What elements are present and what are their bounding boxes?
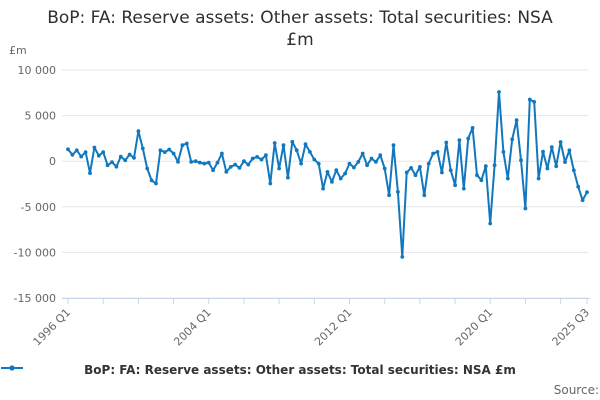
svg-text:2020 Q1: 2020 Q1: [453, 306, 496, 349]
y-axis-unit-label: £m: [9, 44, 27, 57]
legend[interactable]: BoP: FA: Reserve assets: Other assets: T…: [0, 363, 600, 377]
svg-text:-5 000: -5 000: [21, 201, 56, 214]
svg-text:-15 000: -15 000: [14, 292, 56, 305]
svg-text:2012 Q1: 2012 Q1: [312, 306, 355, 349]
svg-text:1996 Q1: 1996 Q1: [31, 306, 74, 349]
svg-text:10 000: 10 000: [18, 64, 57, 77]
svg-text:2025 Q3: 2025 Q3: [550, 306, 593, 349]
chart-title-line1: BoP: FA: Reserve assets: Other assets: T…: [47, 8, 553, 28]
svg-text:-10 000: -10 000: [14, 246, 56, 259]
data-series-line[interactable]: [66, 90, 589, 259]
chart-title-line2: £m: [286, 30, 314, 51]
svg-text:0: 0: [49, 155, 56, 168]
x-axis: [62, 298, 590, 304]
chart-title: BoP: FA: Reserve assets: Other assets: T…: [0, 7, 600, 52]
legend-line-icon: [1, 365, 23, 371]
svg-text:2004 Q1: 2004 Q1: [171, 306, 214, 349]
svg-text:5 000: 5 000: [25, 110, 57, 123]
legend-label: BoP: FA: Reserve assets: Other assets: T…: [84, 363, 516, 377]
y-axis-labels: 10 000 5 000 0 -5 000 -10 000 -15 000: [14, 64, 56, 305]
x-axis-labels: 1996 Q1 2004 Q1 2012 Q1 2020 Q1 2025 Q3: [31, 306, 593, 349]
source-label: Source:: [553, 383, 599, 397]
